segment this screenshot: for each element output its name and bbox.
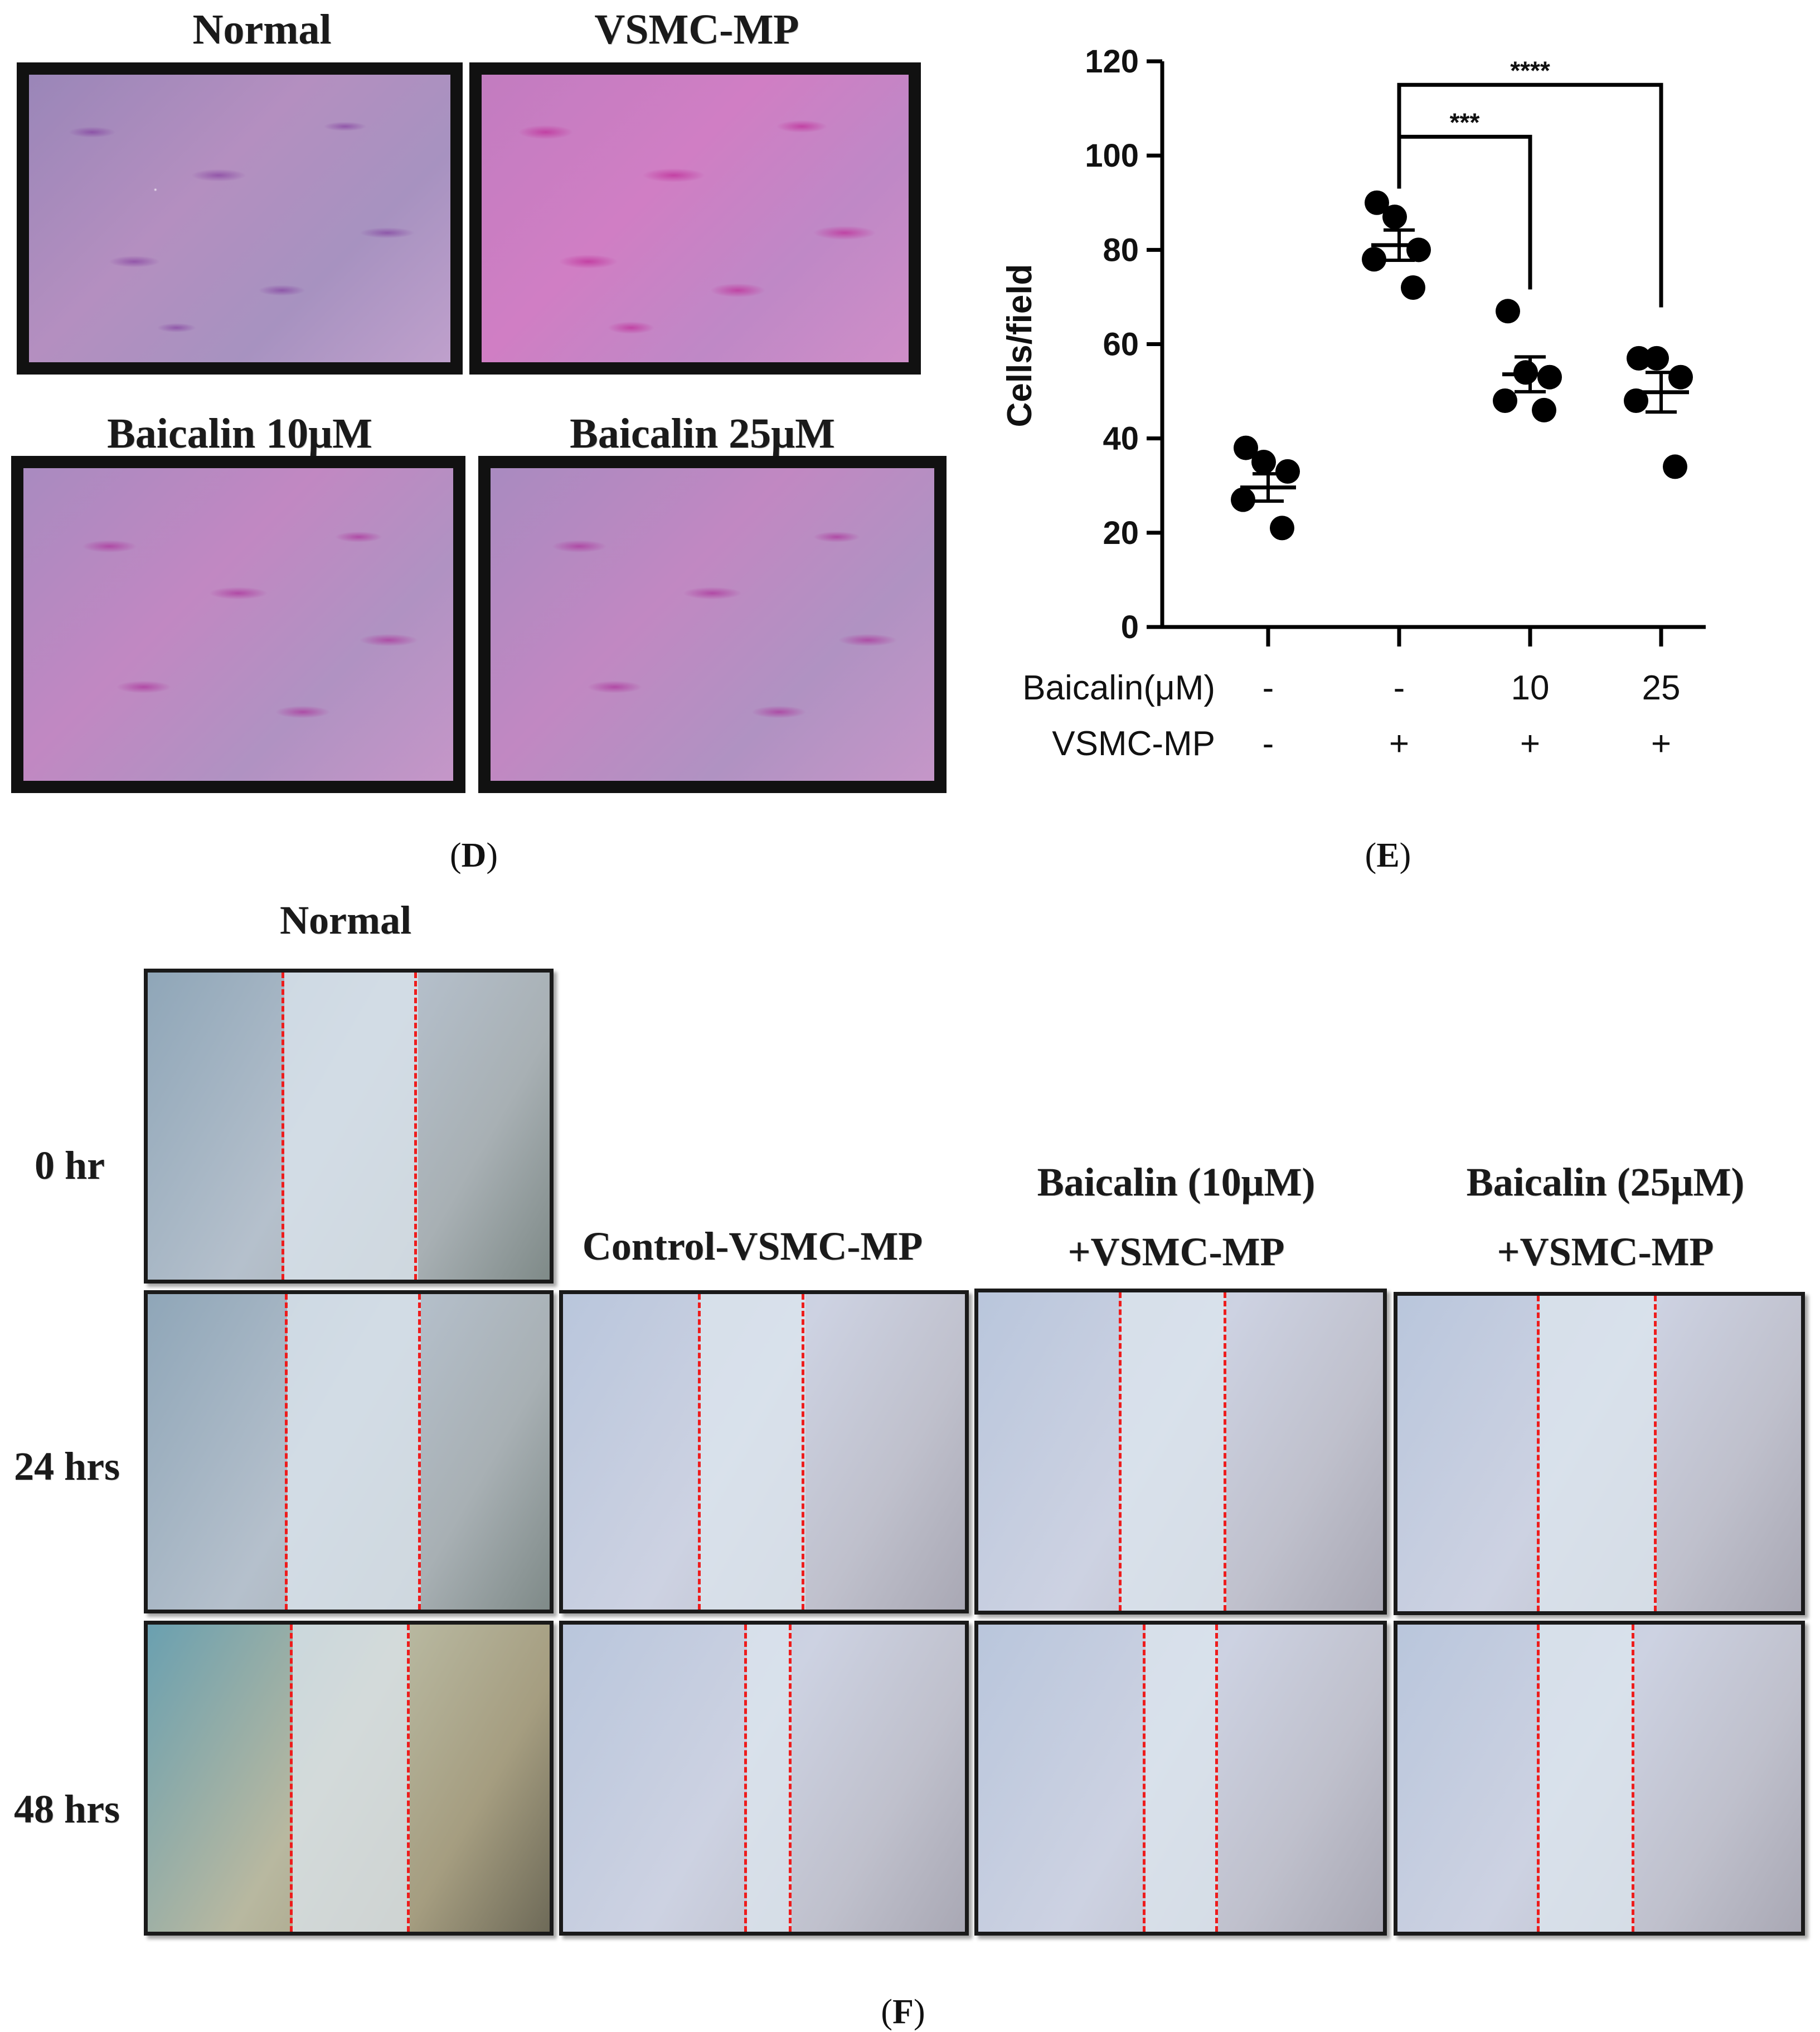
data-point (1234, 435, 1258, 460)
col-header-control: Control-VSMC-MP (582, 1224, 923, 1268)
data-point (1275, 459, 1300, 484)
significance-bracket (1397, 82, 1663, 308)
data-point (1624, 388, 1648, 413)
data-point (1251, 449, 1276, 474)
panel-f-caption: (F) (881, 1993, 925, 2031)
data-point (1362, 247, 1386, 272)
data-point (1644, 346, 1669, 371)
panel-d-label-baicalin-25: Baicalin 25μM (570, 410, 835, 457)
col-header-normal: Normal (280, 898, 411, 942)
y-tick-label: 20 (1103, 515, 1139, 551)
data-point (1668, 364, 1693, 390)
vsmc-value: + (1520, 725, 1540, 763)
baicalin-value: - (1394, 669, 1405, 707)
transwell-image-baicalin-25 (478, 456, 947, 793)
scratch-image-baicalin10-48hrs (974, 1621, 1387, 1936)
row-label-24hrs: 24 hrs (14, 1444, 120, 1489)
panel-d-label-baicalin-10: Baicalin 10μM (107, 410, 372, 457)
col-header-baicalin-25-line2: +VSMC-MP (1497, 1229, 1714, 1274)
panel-d-label-vsmc-mp: VSMC-MP (594, 6, 799, 53)
baicalin-value: 10 (1511, 669, 1550, 707)
vsmc-value: + (1651, 725, 1671, 763)
significance-label: *** (1450, 108, 1480, 137)
data-point (1270, 516, 1294, 541)
significance-label: **** (1510, 56, 1550, 85)
data-point (1532, 397, 1556, 422)
vsmc-value: - (1263, 725, 1274, 763)
data-point (1627, 346, 1651, 371)
scratch-image-normal-48hrs (144, 1621, 554, 1936)
scratch-image-baicalin25-24hrs (1394, 1292, 1805, 1615)
y-tick-label: 120 (1085, 43, 1139, 80)
row-label-vsmc-mp: VSMC-MP (1052, 725, 1215, 763)
col-header-baicalin-10-line2: +VSMC-MP (1067, 1229, 1285, 1274)
data-point (1663, 454, 1687, 479)
scratch-image-normal-0hr (144, 969, 554, 1284)
y-axis-label: Cells/field (1001, 264, 1039, 427)
scratch-image-baicalin25-48hrs (1394, 1621, 1805, 1936)
col-header-baicalin-25-line1: Baicalin (25μM) (1466, 1160, 1745, 1204)
y-tick-label: 60 (1103, 327, 1139, 363)
row-label-0hr: 0 hr (35, 1143, 105, 1188)
transwell-image-baicalin-10 (11, 456, 465, 793)
col-header-baicalin-10-line1: Baicalin (10μM) (1037, 1160, 1316, 1204)
transwell-image-normal (17, 62, 463, 375)
transwell-image-vsmc-mp (469, 62, 921, 375)
y-tick-label: 40 (1103, 421, 1139, 457)
panel-d-label-normal: Normal (192, 6, 332, 53)
cells-per-field-chart: Cells/field 020406080100120*******Baical… (1001, 43, 1706, 763)
data-point (1382, 205, 1407, 230)
scratch-image-baicalin10-24hrs (974, 1289, 1387, 1615)
scratch-image-normal-24hrs (144, 1290, 554, 1613)
data-point (1537, 364, 1562, 390)
data-point (1496, 299, 1520, 324)
scratch-image-control-24hrs (559, 1290, 969, 1613)
panel-e-caption: (E) (1365, 837, 1411, 874)
scratch-image-control-48hrs (559, 1621, 969, 1936)
data-point (1365, 190, 1389, 215)
data-point (1231, 487, 1255, 512)
baicalin-value: 25 (1642, 669, 1681, 707)
data-point (1401, 275, 1425, 300)
y-tick-label: 100 (1085, 138, 1139, 174)
y-tick-label: 0 (1121, 609, 1139, 645)
y-tick-label: 80 (1103, 232, 1139, 268)
row-label-baicalin: Baicalin(μM) (1022, 669, 1215, 707)
row-label-48hrs: 48 hrs (14, 1787, 120, 1831)
significance-bracket (1397, 134, 1532, 290)
vsmc-value: + (1389, 725, 1409, 763)
data-point (1493, 388, 1517, 413)
data-point (1406, 237, 1431, 262)
baicalin-value: - (1263, 669, 1274, 707)
panel-d-caption: (D) (449, 837, 498, 874)
